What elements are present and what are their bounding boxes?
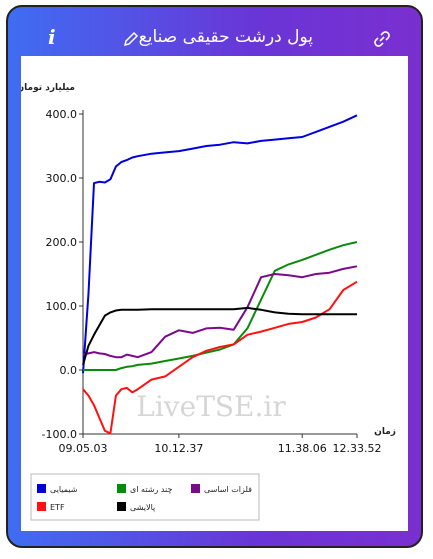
y-axis-label: میلیارد تومان — [21, 83, 75, 93]
legend-swatch — [191, 484, 200, 493]
x-axis-label: زمان — [374, 427, 396, 437]
y-tick-label: 300.0 — [46, 172, 78, 185]
x-tick-label: 12.33.52 — [333, 442, 382, 455]
page-title: پول درشت حقیقی صنایع — [138, 27, 313, 47]
info-icon[interactable]: i — [48, 25, 56, 49]
watermark: LiveTSE.ir — [136, 390, 286, 423]
link-icon[interactable] — [374, 31, 390, 47]
legend-swatch — [37, 484, 46, 493]
legend-label: پالایشی — [130, 503, 155, 512]
legend-label: چند رشته ای — [130, 485, 172, 494]
series-line — [82, 306, 357, 366]
legend-label: فلزات اساسی — [204, 485, 252, 494]
y-tick-label: 100.0 — [46, 300, 78, 313]
legend-label: شیمیایی — [50, 485, 78, 494]
y-tick-label: -100.0 — [42, 428, 77, 441]
y-tick-label: 400.0 — [46, 108, 78, 121]
legend-label: ETF — [50, 503, 65, 512]
legend-box — [30, 473, 260, 521]
y-tick-label: 200.0 — [46, 236, 78, 249]
y-tick-label: 0.0 — [60, 364, 78, 377]
pencil-icon[interactable] — [123, 31, 139, 47]
x-tick-label: 09.05.03 — [59, 442, 108, 455]
legend-swatch — [37, 502, 46, 511]
series-line — [82, 114, 358, 374]
x-tick-label: 10.12.37 — [154, 442, 203, 455]
legend-swatch — [117, 484, 126, 493]
line-chart: -100.0 0.0 100.0 200.0 300.0 400.0 09.05.03 10.… — [16, 83, 396, 521]
x-tick-label: 11.38.06 — [278, 442, 327, 455]
series-line — [82, 280, 358, 435]
series-line — [83, 241, 358, 371]
series-line — [82, 265, 358, 359]
legend-swatch — [117, 502, 126, 511]
header-bar: i پول درشت حقیقی صنایع — [6, 5, 423, 55]
chart-panel: -100.0 0.0 100.0 200.0 300.0 400.0 09.05.03 10.… — [16, 56, 408, 531]
